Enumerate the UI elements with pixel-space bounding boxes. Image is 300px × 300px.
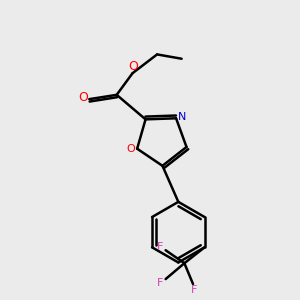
Text: O: O	[78, 91, 88, 104]
Text: F: F	[157, 242, 163, 252]
Text: O: O	[128, 60, 138, 73]
Text: N: N	[178, 112, 186, 122]
Text: F: F	[191, 285, 198, 295]
Text: F: F	[157, 278, 163, 288]
Text: O: O	[126, 144, 135, 154]
